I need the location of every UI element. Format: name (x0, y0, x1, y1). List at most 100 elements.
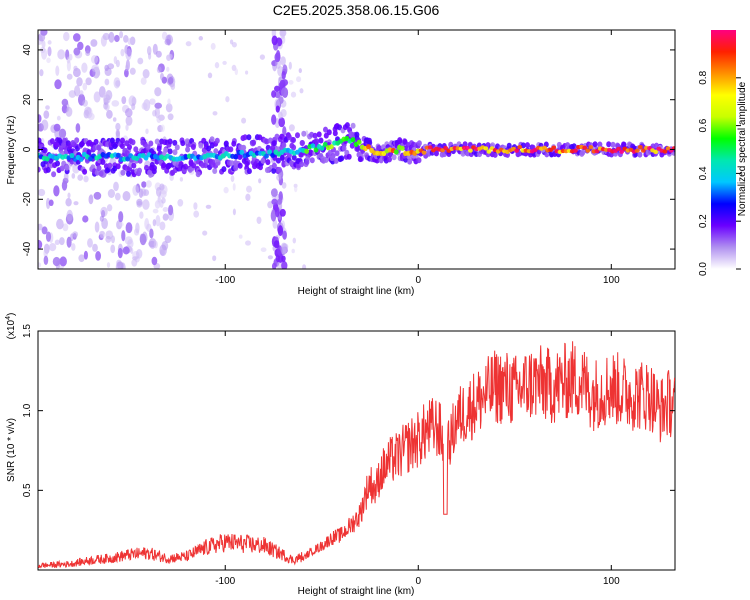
spectrogram-cell (350, 122, 356, 129)
spectrogram-cell (79, 90, 84, 96)
spectrogram-cell (190, 144, 196, 150)
spectrogram-cell (329, 155, 335, 162)
spectrogram-cell (83, 175, 89, 183)
snr-y-multiplier-exp: 4 (5, 316, 12, 320)
spectrogram-cell (597, 141, 603, 148)
spectrogram-cell (296, 76, 302, 83)
spectrogram-cell (154, 138, 160, 145)
colorbar-gradient (711, 30, 736, 269)
spectrogram-cell (159, 221, 166, 231)
spectrogram-cell (322, 141, 328, 148)
spectrogram-cell (295, 132, 300, 139)
spectrogram-cell (245, 240, 251, 246)
spectrogram-cell (177, 198, 184, 207)
spectrogram-cell (125, 108, 133, 118)
spectrogram-cell (70, 140, 76, 146)
spectrogram-cell (291, 137, 296, 143)
spectrogram-cell (326, 129, 332, 136)
spectrogram-cell (542, 145, 547, 150)
spectrogram-cell (94, 169, 100, 176)
spectrogram-cell (506, 142, 512, 149)
spectrogram-cell (391, 154, 397, 161)
spectrogram-cell (277, 260, 283, 269)
spectrogram-cell (122, 191, 131, 202)
spectrogram-cell (333, 157, 339, 164)
spectrogram-cell (148, 140, 154, 147)
spectrogram-cell (185, 41, 192, 47)
spectrogram-cell (323, 126, 328, 133)
spectrogram-cell (156, 116, 162, 123)
spectrogram-cell (53, 123, 61, 132)
spectrogram-cell (339, 155, 345, 162)
spectrogram-cell (280, 56, 286, 66)
spectrogram-cell (109, 137, 115, 144)
spectrogram-cell (145, 128, 149, 135)
spectrogram-cell (139, 233, 144, 244)
spectrogram-cell (38, 262, 42, 268)
spectrogram-cell (165, 163, 171, 170)
spectrogram-cell (93, 138, 99, 145)
spectrogram-cell (164, 235, 172, 244)
spectrogram-cell (313, 147, 319, 153)
spectrogram-cell (73, 47, 81, 56)
spectrogram-cell (56, 218, 64, 230)
spectrogram-cell (113, 181, 119, 192)
spectrogram-cell (131, 162, 137, 169)
spectrogram-cell (93, 191, 102, 200)
spectrogram-cell (245, 70, 249, 75)
spectrogram-cell (121, 230, 126, 242)
spectrogram-cell (270, 188, 278, 197)
spectrogram-cell (47, 46, 52, 57)
spectrogram-cell (329, 144, 334, 150)
spectrogram-cell (169, 174, 174, 182)
spectrogram-cell (56, 115, 61, 121)
snr-frame (37, 330, 676, 571)
spectrogram-cell (258, 178, 262, 184)
spectrogram-cell (212, 111, 218, 116)
spectrogram-cell (241, 117, 247, 124)
x-tick-label: 0 (415, 576, 421, 587)
spectrogram-cell (120, 262, 126, 269)
spectrogram-cell (65, 106, 73, 117)
spectrogram-cell (210, 42, 216, 50)
spectrogram-cell (281, 87, 288, 98)
spectrogram-cell (299, 161, 305, 168)
spectrogram-panel: -100 0 100 -40 -20 0 20 40 Height of straight … (6, 29, 676, 297)
spectrogram-cell (69, 153, 75, 159)
spectrogram-cell (234, 68, 238, 76)
spectrogram-cell (592, 141, 598, 148)
spectrogram-cell (293, 185, 298, 193)
spectrogram-cell (83, 250, 88, 260)
spectrogram-cell (298, 68, 302, 74)
spectrogram-cell (119, 221, 124, 227)
spectrogram-cell (291, 248, 295, 254)
spectrogram-cell (165, 103, 173, 113)
spectrogram-cell (212, 255, 217, 262)
spectrogram-cell (525, 142, 530, 149)
spectrogram-cell (267, 201, 273, 209)
spectrogram-cell (57, 49, 66, 60)
snr-y-ticks: 0.5 1.0 1.5 (22, 324, 675, 497)
spectrogram-cell (160, 124, 165, 132)
spectrogram-cell (141, 181, 147, 188)
spectrogram-cell (198, 142, 204, 149)
spectrogram-cell (281, 255, 286, 263)
spectrogram-cell (231, 140, 237, 147)
spectrogram-cell (152, 208, 159, 214)
spectrogram-cell (59, 256, 67, 267)
spectrogram-cell (185, 146, 191, 153)
spectrogram-cell (106, 109, 113, 119)
spectrogram-cell (167, 98, 171, 106)
spectrogram-cell (82, 82, 88, 91)
spectrogram-cell (288, 80, 294, 85)
spectrogram-cell (274, 85, 280, 92)
spectrogram-cell (59, 237, 65, 246)
spectrogram-cell (267, 149, 272, 155)
spectrogram-cell (122, 246, 130, 255)
spectrogram-cell (281, 260, 288, 269)
snr-y-multiplier: (x104) (5, 313, 17, 340)
spectrogram-cell (151, 256, 158, 266)
spectrogram-cell (621, 141, 627, 148)
spectrogram-cell (637, 145, 643, 150)
spectrogram-cell (74, 137, 80, 144)
